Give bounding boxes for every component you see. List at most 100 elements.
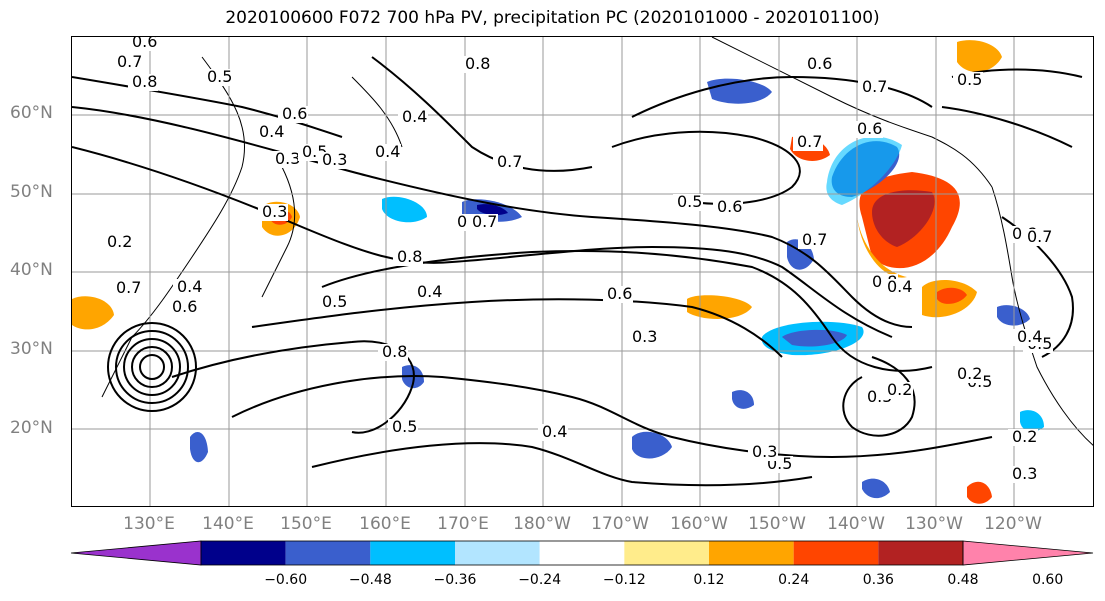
precip-neg-kuril [382, 196, 427, 223]
contour-label: 0.5 [392, 417, 417, 436]
contour-label: 0.8 [132, 72, 157, 91]
contour-label: 0.4 [542, 422, 567, 441]
contour-label: 0.7 [117, 52, 142, 71]
colorbar-tick-label: −0.36 [433, 572, 477, 588]
lat-label-40: 40°N [10, 260, 53, 280]
contour-label-bg [628, 329, 658, 346]
contour-label-bg [103, 234, 133, 251]
contour-label-bg [468, 214, 498, 231]
colorbar-segments [70, 540, 1094, 566]
colorbar-extend-high [962, 540, 1094, 566]
lon-label-140w: 140°W [827, 514, 885, 534]
lon-label-160w: 160°W [670, 514, 728, 534]
map-panel: 0.6 0.7 0.8 0.5 0.6 0.4 0.3 0.4 0.8 0.4 0.7 0.5 0.6 0… [71, 36, 1094, 507]
contour-label-bg [271, 151, 301, 168]
pv-contours [72, 56, 1083, 487]
pv-contour-3 [321, 249, 933, 372]
contour-label-bg [173, 279, 203, 296]
colorbar-tick-label: −0.24 [518, 572, 562, 588]
contour-label-bg [378, 344, 408, 361]
contour-label-bg [393, 249, 423, 266]
contour-label-bg [371, 144, 401, 161]
lon-label-150e: 150°E [280, 514, 332, 534]
precip-pos-central [687, 295, 752, 319]
contour-label-bg [1013, 329, 1043, 346]
contour-label-bg [538, 424, 568, 441]
contour-label: 0.6 [607, 284, 632, 303]
contour-label: 0.7 [1027, 227, 1052, 246]
colorbar-segment [878, 541, 963, 565]
coast-asia [101, 56, 246, 398]
precip-pos-ne-pacific-edge [857, 217, 907, 278]
pv-contour-6 [231, 375, 993, 459]
contour-label: 0.7 [472, 212, 497, 231]
contour-label-bg [318, 152, 348, 169]
colorbar-tick-label: 0.60 [1032, 572, 1064, 588]
grid [72, 37, 1093, 506]
contour-label: 0.5 [207, 67, 232, 86]
precip-neg-hawaii [732, 390, 754, 409]
map-canvas: 0.60.70.8 0.50.60.40.3 0.40.80.40.70.5 0.60… [72, 37, 1093, 506]
contour-label: 0.4 [259, 122, 284, 141]
contour-label-bg [1008, 466, 1038, 483]
contour-label-bg [748, 444, 778, 461]
map-title: 2020100600 F072 700 hPa PV, precipitatio… [225, 8, 880, 28]
colorbar-segment [201, 541, 286, 565]
contour-label: 0.7 [797, 132, 822, 151]
coast-north-america [991, 186, 1093, 446]
colorbar-tick-label: −0.12 [602, 572, 646, 588]
contour-label: 0.8 [382, 342, 407, 361]
lon-label-160e: 160°E [359, 514, 411, 534]
contour-label-bg [883, 382, 913, 399]
contour-label-bg [258, 204, 288, 221]
contour-label-bg [953, 72, 983, 89]
colorbar-tick-label: 0.24 [778, 572, 810, 588]
contour-label: 0.6 [282, 104, 307, 123]
contour-label: 0.8 [465, 54, 490, 73]
contour-label-bg [318, 294, 348, 311]
contour-label: 0.5 [957, 70, 982, 89]
contour-label-bg [128, 74, 158, 91]
lat-label-50: 50°N [10, 182, 53, 202]
contour-label-bg [413, 284, 443, 301]
contour-label-bg [953, 366, 983, 383]
contour-label-bg [461, 56, 491, 73]
contour-label: 0.7 [862, 77, 887, 96]
contour-label: 0.2 [107, 232, 132, 251]
pv-contour-15 [941, 106, 1073, 148]
contour-label-bg [883, 279, 913, 296]
lon-label-170w: 170°W [591, 514, 649, 534]
colorbar-segment [539, 541, 625, 565]
contour-label-bg [398, 109, 428, 126]
contour-label-bg [858, 79, 888, 96]
contour-label: 0.2 [1012, 427, 1037, 446]
contour-label-bg [493, 154, 523, 171]
contour-label: 0.6 [132, 37, 157, 51]
precip-pos-ne-pacific-core [872, 190, 935, 247]
contour-label-bg [113, 54, 143, 71]
contour-label-bg [713, 199, 743, 216]
colorbar-segment [455, 541, 540, 565]
pv-contour-4 [251, 298, 783, 358]
coast-kamchatka [351, 76, 403, 148]
lon-label-130w: 130°W [905, 514, 963, 534]
colorbar-tick-label: −0.60 [264, 572, 308, 588]
coastlines [101, 37, 1093, 446]
pv-contour-7 [311, 442, 813, 487]
contour-label-bg [168, 299, 198, 316]
contour-label: 0.6 [717, 197, 742, 216]
precip-neg-gulf-alaska-edge [826, 136, 902, 205]
contour-label: 0.8 [397, 247, 422, 266]
contour-label: 0.6 [807, 54, 832, 73]
precip-pos-south-1 [967, 481, 992, 504]
colorbar-border [200, 540, 964, 566]
contour-label-bg [388, 419, 418, 436]
contour-labels: 0.60.70.8 0.50.60.40.3 0.40.80.40.70.5 0.60… [103, 37, 1053, 483]
contour-label-bg [603, 286, 633, 303]
colorbar-segment [793, 541, 879, 565]
lat-label-30: 30°N [10, 339, 53, 359]
contour-label: 0.4 [417, 282, 442, 301]
contour-label: 0.3 [752, 442, 777, 461]
contour-label: 0.3 [275, 149, 300, 168]
pv-contour-8 [631, 75, 933, 118]
